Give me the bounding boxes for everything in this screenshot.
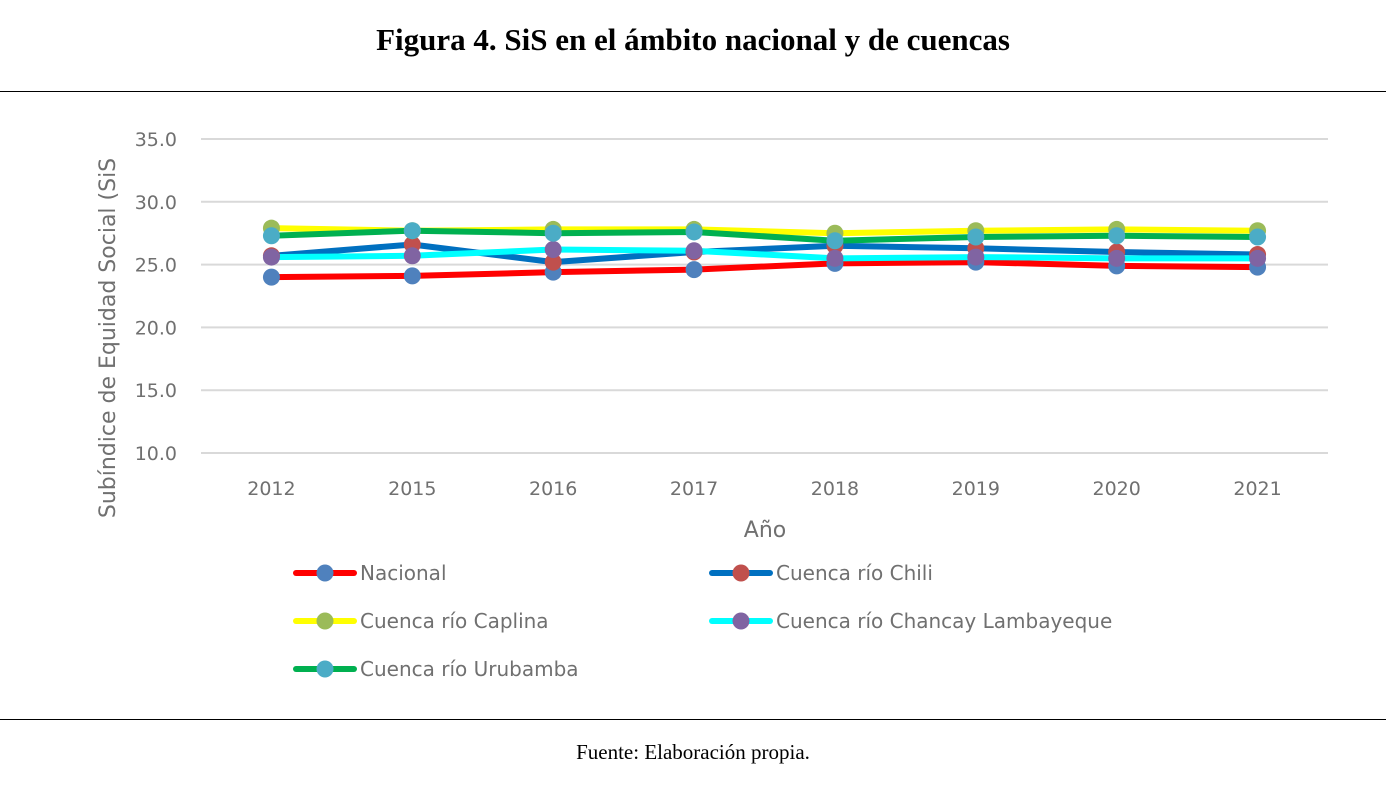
legend-marker-swatch: [732, 564, 750, 582]
data-point: [1108, 249, 1126, 267]
data-point: [967, 248, 985, 266]
y-tick-labels: 10.0 15.0 20.0 25.0 30.0 35.0: [135, 129, 177, 465]
legend: Nacional Cuenca río Chili Cuenca río Capli…: [293, 561, 1112, 681]
series-line-0: [271, 259, 1258, 281]
legend-marker-swatch: [316, 564, 334, 582]
y-tick-label: 25.0: [135, 255, 177, 277]
y-tick-label: 20.0: [135, 317, 177, 339]
legend-marker-swatch: [316, 660, 334, 678]
data-point: [1249, 228, 1267, 246]
x-axis-label: Año: [744, 518, 786, 543]
data-point: [544, 224, 562, 242]
series-lines: [262, 219, 1267, 286]
legend-label: Cuenca río Chancay Lambayeque: [776, 609, 1112, 633]
x-tick-label: 2019: [952, 478, 1000, 500]
data-point: [685, 223, 703, 241]
data-point: [685, 261, 703, 279]
top-rule: [0, 91, 1386, 92]
data-point: [685, 242, 703, 260]
y-axis-label: Subíndice de Equidad Social (SiS: [96, 158, 121, 518]
x-tick-labels: 2012 2015 2016 2017 2018 2019 2020 2021: [247, 478, 1281, 500]
series-line-3: [271, 246, 1258, 262]
x-tick-label: 2015: [388, 478, 436, 500]
legend-marker-swatch: [316, 612, 334, 630]
y-tick-label: 30.0: [135, 192, 177, 214]
x-tick-label: 2021: [1233, 478, 1281, 500]
legend-item: Cuenca río Caplina: [293, 609, 549, 633]
x-tick-label: 2017: [670, 478, 718, 500]
data-point: [967, 228, 985, 246]
x-tick-label: 2020: [1093, 478, 1141, 500]
legend-item: Cuenca río Chancay Lambayeque: [709, 609, 1112, 633]
data-point: [544, 253, 562, 271]
data-point: [826, 249, 844, 267]
legend-item: Cuenca río Chili: [709, 561, 933, 585]
data-point: [826, 232, 844, 250]
series-line-4: [271, 227, 1258, 244]
data-point: [403, 267, 421, 285]
legend-marker-swatch: [732, 612, 750, 630]
figure-source: Fuente: Elaboración propia.: [576, 740, 810, 764]
data-point: [262, 268, 280, 286]
y-tick-label: 35.0: [135, 129, 177, 151]
legend-label: Cuenca río Urubamba: [360, 657, 579, 681]
series-line-1: [271, 241, 1258, 266]
data-point: [1108, 227, 1126, 245]
x-tick-label: 2012: [247, 478, 295, 500]
gridlines: [201, 138, 1328, 454]
legend-label: Nacional: [360, 561, 447, 585]
data-point: [1249, 249, 1267, 267]
legend-item: Cuenca río Urubamba: [293, 657, 579, 681]
bottom-rule: [0, 719, 1386, 720]
legend-label: Cuenca río Caplina: [360, 609, 549, 633]
x-tick-label: 2016: [529, 478, 577, 500]
data-point: [403, 247, 421, 265]
data-point: [544, 241, 562, 259]
data-point: [262, 227, 280, 245]
legend-item: Nacional: [293, 561, 447, 585]
data-point: [403, 222, 421, 240]
data-point: [262, 248, 280, 266]
legend-label: Cuenca río Chili: [776, 561, 933, 585]
x-tick-label: 2018: [811, 478, 859, 500]
y-tick-label: 10.0: [135, 443, 177, 465]
y-tick-label: 15.0: [135, 380, 177, 402]
figure-title: Figura 4. SiS en el ámbito nacional y de…: [376, 22, 1010, 57]
